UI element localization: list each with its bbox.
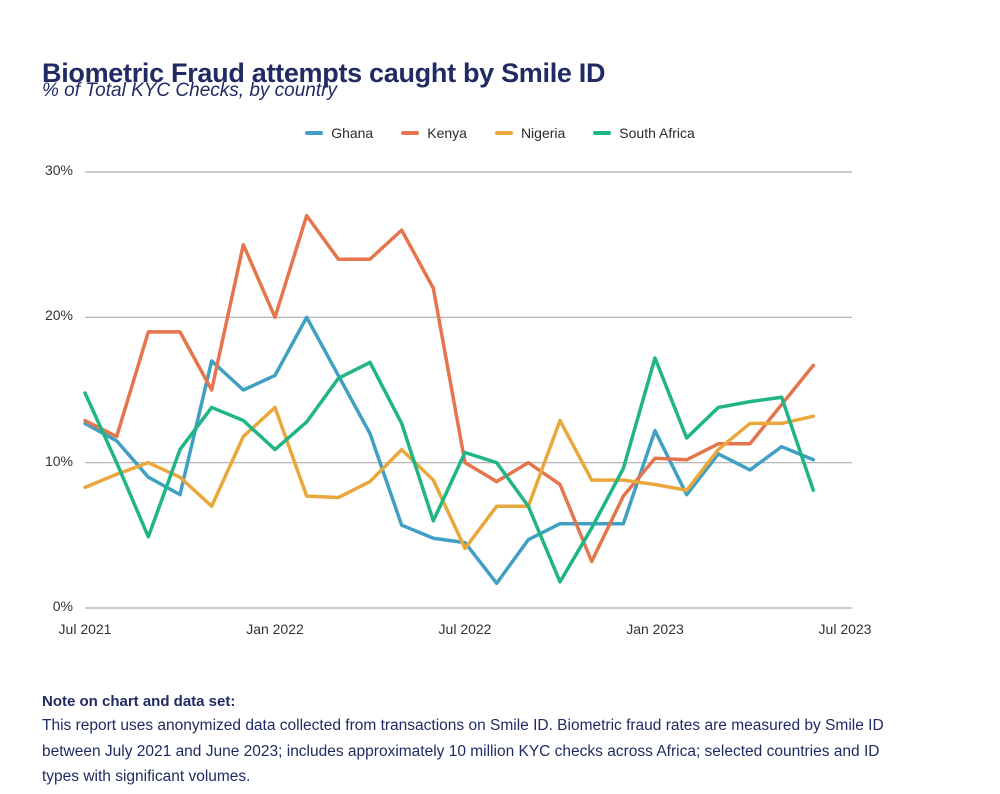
legend-swatch-kenya bbox=[401, 131, 420, 135]
x-tick-label: Jul 2022 bbox=[438, 621, 492, 637]
page-subtitle: % of Total KYC Checks, by country bbox=[42, 80, 337, 101]
series-line-kenya bbox=[83, 213, 816, 564]
page-title: Biometric Fraud attempts caught by Smile… bbox=[42, 58, 606, 89]
legend-swatch-ghana bbox=[305, 131, 324, 135]
legend-item-kenya: Kenya bbox=[401, 125, 467, 141]
note-heading: Note on chart and data set: bbox=[42, 693, 236, 710]
x-tick-label: Jul 2023 bbox=[818, 621, 872, 637]
x-tick-label: Jan 2023 bbox=[626, 621, 684, 637]
y-tick-label: 20% bbox=[44, 307, 73, 324]
x-tick-label: Jul 2021 bbox=[58, 621, 112, 637]
y-tick-label: 30% bbox=[44, 162, 73, 178]
legend-label-south-africa: South Africa bbox=[619, 125, 695, 141]
legend-label-nigeria: Nigeria bbox=[520, 125, 566, 141]
series-line-nigeria bbox=[83, 405, 816, 551]
legend-swatch-south-africa bbox=[593, 131, 612, 135]
legend-item-ghana: Ghana bbox=[305, 125, 373, 141]
x-tick-label: Jan 2022 bbox=[246, 621, 304, 637]
legend-swatch-nigeria bbox=[494, 131, 513, 135]
legend-label-ghana: Ghana bbox=[331, 125, 374, 141]
legend-label-kenya: Kenya bbox=[427, 125, 467, 141]
note-body: This report uses anonymized data collect… bbox=[42, 717, 884, 785]
legend-item-nigeria: Nigeria bbox=[494, 125, 566, 141]
y-tick-label: 10% bbox=[44, 452, 73, 469]
legend-item-south-africa: South Africa bbox=[593, 125, 695, 141]
chart-legend: Ghana Kenya Nigeria South Africa bbox=[0, 125, 1000, 141]
series-line-south-africa bbox=[83, 356, 816, 584]
y-tick-label: 0% bbox=[52, 598, 73, 614]
